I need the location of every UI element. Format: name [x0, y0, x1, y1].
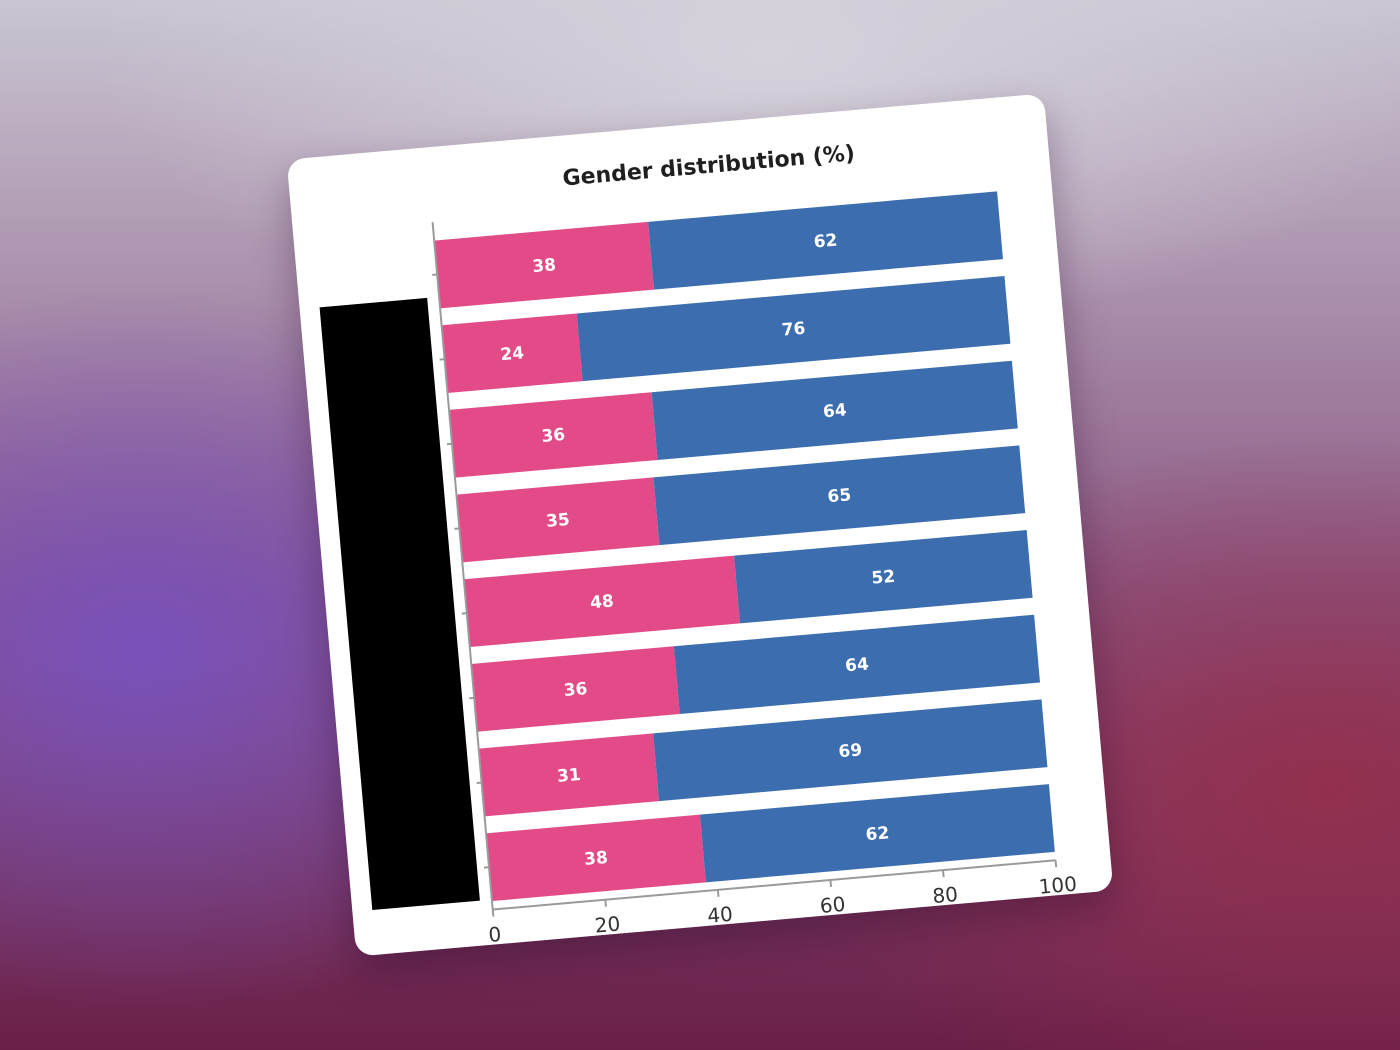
bar-female-5 — [463, 555, 740, 648]
data-label-female-1: 38 — [532, 255, 557, 277]
x-tick-label-80: 80 — [931, 882, 958, 908]
legend-swatch-male — [840, 921, 880, 940]
data-label-female-5: 48 — [589, 591, 614, 613]
bar-female-2 — [441, 313, 583, 394]
data-label-female-8: 38 — [583, 848, 608, 870]
data-label-male-3: 64 — [822, 400, 847, 422]
legend-label-female: Female — [735, 924, 805, 952]
x-tick-label-40: 40 — [706, 902, 733, 928]
data-label-male-2: 76 — [781, 319, 806, 341]
data-label-male-5: 52 — [871, 567, 896, 589]
data-label-female-7: 31 — [556, 765, 581, 787]
bar-male-5 — [734, 530, 1033, 624]
x-tick-80 — [942, 870, 945, 878]
bar-male-7 — [653, 699, 1048, 802]
x-tick-label-60: 60 — [819, 892, 846, 918]
redacted-category-labels — [319, 297, 480, 911]
x-axis-line — [492, 859, 1056, 911]
bar-female-4 — [456, 477, 660, 563]
x-tick-60 — [829, 879, 833, 888]
x-tick-40 — [716, 889, 720, 897]
x-tick-label-0: 0 — [488, 922, 503, 947]
data-label-male-6: 64 — [844, 654, 869, 676]
bar-female-6 — [471, 646, 680, 732]
legend-label-male: Male — [890, 913, 937, 939]
legend-swatch-female — [686, 935, 726, 953]
data-label-female-4: 35 — [545, 510, 570, 532]
x-tick-label-20: 20 — [594, 912, 621, 938]
y-axis-line — [431, 222, 494, 910]
bar-female-3 — [449, 392, 658, 478]
x-tick-0 — [491, 909, 495, 917]
bar-male-6 — [673, 614, 1041, 714]
data-label-female-6: 36 — [563, 679, 588, 701]
stacked-bar-chart: Gender distribution (%) 38 62 24 76 36 64 35 65… — [319, 141, 1078, 953]
x-tick-20 — [604, 899, 607, 907]
x-tick-label-100: 100 — [1038, 872, 1078, 899]
data-label-female-3: 36 — [541, 425, 566, 447]
bar-male-1 — [648, 191, 1003, 290]
bar-male-4 — [653, 445, 1026, 546]
bar-male-2 — [576, 276, 1011, 382]
bar-male-8 — [699, 784, 1055, 883]
bar-female-1 — [434, 221, 655, 309]
chart-card: Gender distribution (%) 38 62 24 76 36 64 35 65… — [286, 93, 1114, 957]
bar-female-7 — [478, 733, 660, 817]
data-label-male-7: 69 — [838, 740, 863, 762]
chart-title: Gender distribution (%) — [562, 141, 856, 191]
x-tick-100 — [1054, 860, 1058, 868]
data-label-female-2: 24 — [500, 343, 525, 365]
data-label-male-4: 65 — [827, 485, 852, 507]
data-label-male-8: 62 — [865, 823, 890, 845]
data-label-male-1: 62 — [813, 230, 838, 252]
bar-male-3 — [651, 360, 1018, 460]
bar-female-8 — [486, 814, 706, 902]
